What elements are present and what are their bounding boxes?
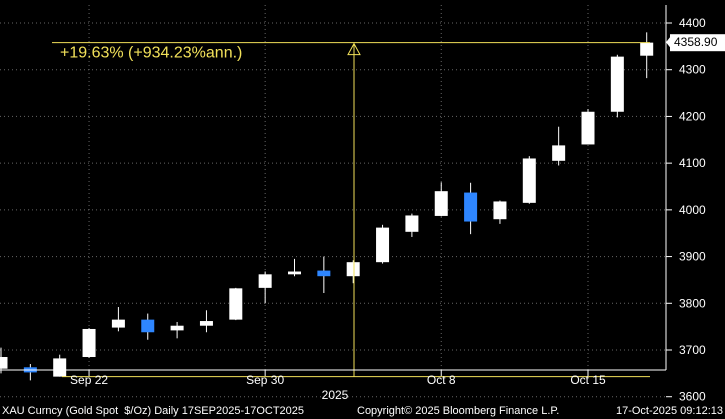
measure-annotation: +19.63% (+934.23%ann.) [60,45,242,62]
candle-body [610,56,624,112]
candle-body [522,158,536,203]
candle-body [581,111,595,145]
x-tick-label: Oct 15 [570,373,606,387]
y-tick-label: 3600 [679,390,706,404]
candle-body [405,215,419,232]
candle-body [464,192,478,222]
candle-body [0,357,8,369]
measure-overlay: +19.63% (+934.23%ann.) [52,42,650,378]
y-tick-label: 4100 [679,156,706,170]
last-price-tag [670,34,725,52]
x-tick-label: Sep 30 [246,373,284,387]
measure-arrow-head [347,42,361,56]
candle-body [199,321,213,326]
y-tick-label: 3800 [679,296,706,310]
candle-body [141,319,155,333]
y-tick-label: 3900 [679,250,706,264]
x-tick-label: Sep 22 [70,373,108,387]
last-price-pointer [666,37,670,48]
candle-body [640,42,654,56]
y-tick-label: 4000 [679,203,706,217]
candle-body [376,227,390,263]
candle-body [288,271,301,275]
footer-copyright: Copyright© 2025 Bloomberg Finance L.P. [357,405,560,417]
axes: 3600 3700 3800 3900 4000 4100 4200 4300 4400 Sep … [0,5,725,404]
candles [0,32,654,381]
year-label: 2025 [322,388,349,402]
candle-body [434,191,448,216]
candle-body [346,262,360,277]
last-price-label: 4358.90 [674,35,718,49]
y-tick-label: 4200 [679,109,706,123]
candle-body [258,274,272,288]
candle-body [493,201,507,220]
footer-security: XAU Curncy (Gold Spot $/Oz) Daily 17SEP2… [2,405,305,417]
grid-lines [0,5,666,398]
y-tick-label: 3700 [679,343,706,357]
candle-body [53,358,67,377]
candle-body [82,328,96,358]
candle-body [229,288,243,320]
candle-body [317,270,331,277]
footer-timestamp: 17-Oct-2025 09:12:13 [615,405,723,417]
candle-body [111,319,125,328]
y-tick-label: 4300 [679,63,706,77]
candle-body [170,325,184,331]
y-tick-label: 4400 [679,16,706,30]
candle-body [552,145,566,161]
x-tick-label: Oct 8 [427,373,456,387]
